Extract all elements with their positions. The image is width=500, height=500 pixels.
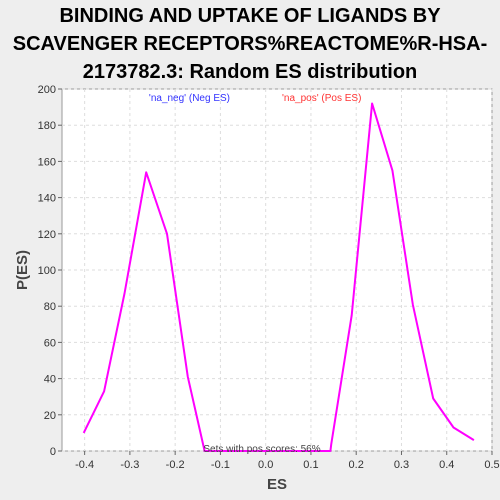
chart-title-line-2: SCAVENGER RECEPTORS%REACTOME%R-HSA- xyxy=(12,33,488,55)
legend-pos: 'na_pos' (Pos ES) xyxy=(282,93,361,104)
chart-title-line-1: BINDING AND UPTAKE OF LIGANDS BY xyxy=(59,5,441,27)
y-tick-label: 0 xyxy=(50,446,56,458)
y-tick-label: 180 xyxy=(38,120,56,132)
y-tick-label: 40 xyxy=(44,374,56,386)
y-tick-label: 20 xyxy=(44,410,56,422)
x-axis-ticks: -0.4 -0.3 -0.2 -0.1 0.0 0.1 0.2 0.3 0.4 0.5 xyxy=(75,451,500,471)
y-tick-label: 160 xyxy=(38,156,56,168)
y-axis-label: P(ES) xyxy=(14,250,31,290)
chart-title-line-3: 2173782.3: Random ES distribution xyxy=(82,61,418,83)
x-tick-label: -0.2 xyxy=(166,459,185,471)
legend-neg: 'na_neg' (Neg ES) xyxy=(149,93,230,104)
es-distribution-line xyxy=(82,102,475,452)
y-tick-label: 200 xyxy=(38,84,56,96)
x-tick-label: 0.3 xyxy=(394,459,409,471)
x-tick-label: 0.2 xyxy=(349,459,364,471)
y-tick-label: 60 xyxy=(44,337,56,349)
x-tick-label: 0.1 xyxy=(303,459,318,471)
series-layer xyxy=(82,102,475,452)
y-tick-label: 120 xyxy=(38,229,56,241)
x-tick-label: 0.4 xyxy=(439,459,454,471)
grid xyxy=(62,88,493,452)
y-axis-ticks: 0 20 40 60 80 100 120 140 160 180 200 xyxy=(38,84,62,458)
x-tick-label: 0.0 xyxy=(258,459,273,471)
x-tick-label: -0.1 xyxy=(211,459,230,471)
x-axis-label: ES xyxy=(267,476,287,493)
y-tick-label: 140 xyxy=(38,193,56,205)
x-tick-label: -0.4 xyxy=(75,459,94,471)
y-tick-label: 100 xyxy=(38,265,56,277)
pos-scores-annotation: Sets with pos scores: 56% xyxy=(203,444,320,455)
x-tick-label: 0.5 xyxy=(484,459,499,471)
y-tick-label: 80 xyxy=(44,301,56,313)
plot-area xyxy=(61,88,493,452)
chart-title: BINDING AND UPTAKE OF LIGANDS BY SCAVENG… xyxy=(0,2,500,86)
x-tick-label: -0.3 xyxy=(120,459,139,471)
